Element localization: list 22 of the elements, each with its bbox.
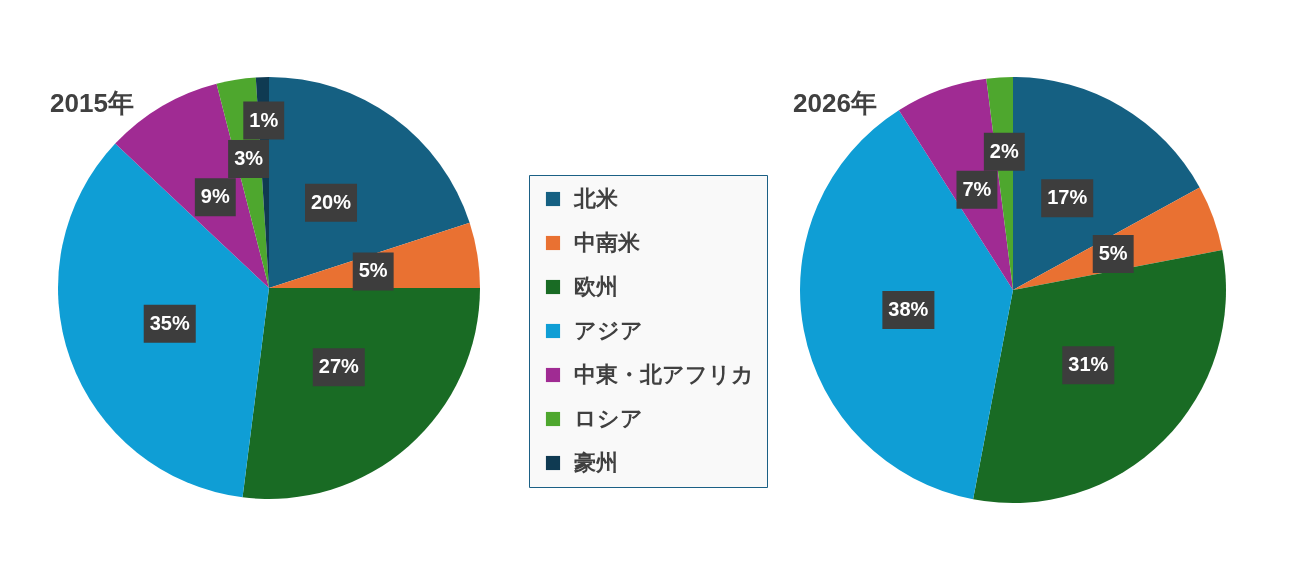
data-label: 31% (1068, 353, 1109, 376)
data-label: 3% (234, 147, 264, 170)
data-label: 9% (200, 185, 230, 208)
slice-label: 2015年 (50, 88, 134, 118)
legend-label: アジア (574, 318, 643, 343)
data-label: 7% (962, 177, 992, 200)
legend-label: 中南米 (574, 230, 641, 255)
slice-label: 2026年 (793, 88, 877, 118)
data-label: 35% (149, 311, 190, 334)
data-label: 5% (1098, 241, 1128, 264)
data-label: 1% (249, 108, 279, 131)
data-label: 17% (1047, 186, 1088, 209)
data-label: 20% (311, 190, 352, 213)
legend-label: 豪州 (573, 450, 618, 475)
legend-label: ロシア (574, 406, 643, 431)
data-label: 2% (989, 139, 1019, 162)
data-label: 5% (358, 259, 388, 282)
legend-label: 北米 (573, 186, 619, 211)
legend-label: 中東・北アフリカ (574, 362, 754, 387)
data-label: 38% (888, 297, 929, 320)
data-label: 27% (318, 355, 359, 378)
legend-label: 欧州 (574, 274, 618, 299)
